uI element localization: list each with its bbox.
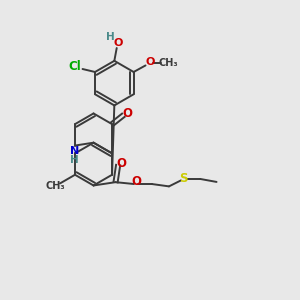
Text: O: O — [113, 38, 123, 48]
Text: N: N — [70, 146, 80, 156]
Text: O: O — [123, 107, 133, 120]
Text: Cl: Cl — [68, 60, 81, 73]
Text: S: S — [180, 172, 188, 185]
Text: H: H — [70, 155, 79, 165]
Text: O: O — [131, 175, 141, 188]
Text: O: O — [117, 157, 127, 170]
Text: CH₃: CH₃ — [158, 58, 178, 68]
Text: CH₃: CH₃ — [46, 181, 65, 191]
Text: O: O — [145, 57, 154, 67]
Text: H: H — [106, 32, 115, 42]
